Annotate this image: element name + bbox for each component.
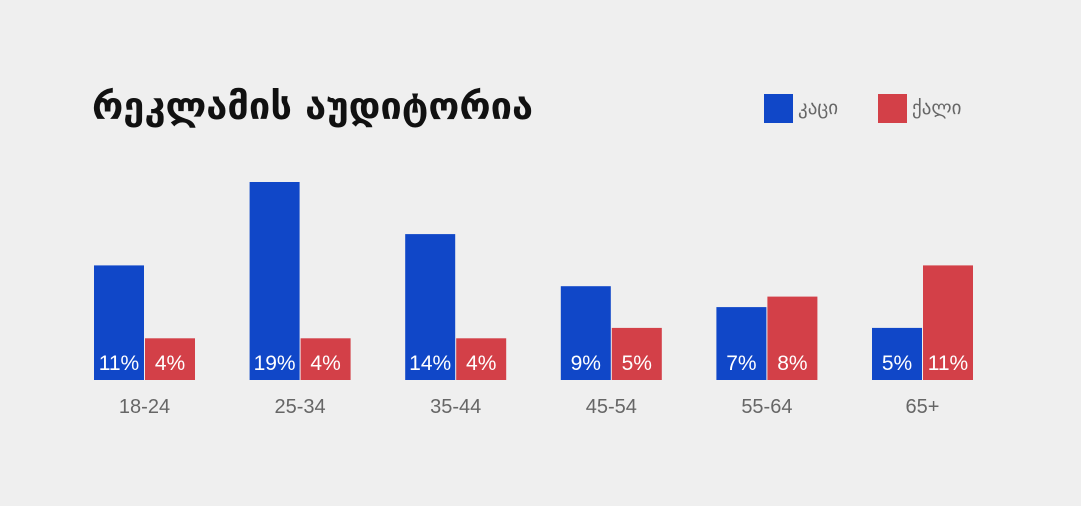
x-tick-label: 35-44: [430, 396, 481, 418]
bar-men-18-24: [94, 265, 144, 380]
bar-men-65+: [872, 327, 922, 380]
bar-value-label: 4%: [466, 352, 496, 375]
bar-men-55-64: [716, 307, 767, 380]
bar-value-label: 14%: [409, 352, 451, 375]
bar-value-label: 5%: [622, 352, 652, 375]
x-tick-label: 65+: [906, 396, 940, 418]
bar-value-label: 7%: [726, 352, 756, 375]
bar-men-45-54: [560, 286, 611, 380]
bar-women-45-54: [611, 327, 662, 380]
bar-men-35-44: [405, 234, 456, 380]
bar-value-label: 5%: [882, 352, 912, 375]
bar-women-65+: [923, 265, 973, 380]
x-tick-label: 25-34: [275, 396, 326, 418]
bar-value-label: 4%: [155, 352, 185, 375]
bar-men-25-34: [249, 182, 300, 380]
x-tick-label: 55-64: [741, 396, 792, 418]
bar-women-35-44: [456, 338, 507, 380]
bar-value-label: 4%: [310, 352, 340, 375]
bar-women-55-64: [767, 296, 818, 380]
bar-value-label: 9%: [571, 352, 601, 375]
bar-value-label: 19%: [254, 352, 296, 375]
x-tick-label: 18-24: [119, 396, 170, 418]
bar-value-label: 8%: [777, 352, 807, 375]
legend-label-men: კაცი: [798, 97, 839, 119]
legend-label-women: ქალი: [912, 97, 962, 119]
chart-title: რეკლამის აუდიტორია: [92, 84, 534, 128]
legend-swatch-men: [764, 94, 793, 123]
legend-swatch-women: [878, 94, 907, 123]
bar-value-label: 11%: [99, 352, 139, 375]
x-tick-label: 45-54: [586, 396, 637, 418]
bar-women-18-24: [145, 338, 195, 380]
bar-value-label: 11%: [928, 352, 968, 375]
bar-women-25-34: [300, 338, 351, 380]
